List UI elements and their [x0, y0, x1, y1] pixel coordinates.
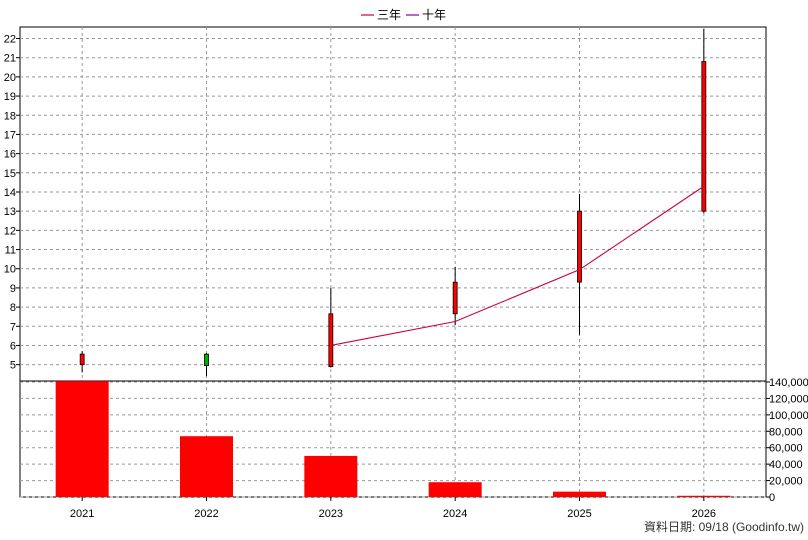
price-tick-label: 15 — [4, 168, 16, 180]
x-tick-label: 2023 — [319, 508, 343, 520]
x-axis: 2021 2022 2023 2024 2025 2026 — [70, 497, 716, 520]
volume-bar — [55, 381, 109, 497]
x-tick-label: 2022 — [194, 508, 218, 520]
price-tick-label: 16 — [4, 149, 16, 161]
volume-axis: 0 20,000 40,000 60,000 80,000 100,000 120,000 1… — [766, 377, 808, 504]
x-tick-label: 2026 — [692, 508, 716, 520]
price-tick-label: 13 — [4, 206, 16, 218]
price-tick-label: 22 — [4, 34, 16, 46]
price-tick-label: 8 — [10, 302, 16, 314]
volume-bar — [304, 455, 358, 497]
price-tick-label: 17 — [4, 129, 16, 141]
footer-source: 資料日期: 09/18 (Goodinfo.tw) — [644, 520, 804, 534]
plot-frame — [19, 26, 767, 498]
price-tick-label: 19 — [4, 91, 16, 103]
price-tick-label: 18 — [4, 110, 16, 122]
volume-bar — [553, 491, 606, 497]
volume-tick-label: 40,000 — [769, 459, 803, 471]
candle-body — [204, 353, 209, 367]
x-tick-label: 2024 — [443, 508, 467, 520]
price-tick-label: 10 — [4, 264, 16, 276]
candles — [79, 28, 707, 377]
price-tick-label: 21 — [4, 53, 16, 65]
grid — [20, 27, 766, 498]
series-line — [330, 185, 705, 347]
volume-tick-label: 100,000 — [769, 410, 808, 422]
volume-tick-label: 140,000 — [769, 377, 808, 389]
volume-tick-label: 20,000 — [769, 476, 803, 488]
volume-tick-label: 80,000 — [769, 426, 803, 438]
price-tick-label: 7 — [10, 321, 16, 333]
volume-tick-label: 0 — [769, 492, 775, 504]
legend-label-ten-year: 十年 — [422, 8, 446, 22]
x-tick-label: 2025 — [567, 508, 591, 520]
candle-body — [452, 281, 458, 315]
legend-label-three-year: 三年 — [377, 8, 401, 22]
volume-tick-label: 120,000 — [769, 393, 808, 405]
legend: 三年 十年 — [361, 8, 446, 22]
price-tick-label: 12 — [4, 225, 16, 237]
volume-bar — [180, 436, 233, 497]
candle-body — [79, 353, 85, 366]
candle-body — [701, 61, 707, 212]
price-tick-label: 14 — [4, 187, 16, 199]
price-tick-label: 11 — [5, 245, 16, 257]
price-tick-label: 9 — [10, 283, 16, 295]
volume-bars — [55, 381, 731, 497]
candle-body — [328, 313, 334, 367]
average-lines — [330, 185, 705, 347]
price-tick-label: 5 — [10, 360, 16, 372]
x-tick-label: 2021 — [70, 508, 94, 520]
price-tick-label: 20 — [4, 72, 16, 84]
volume-bar — [677, 495, 731, 497]
volume-bar — [428, 482, 482, 497]
price-tick-label: 6 — [10, 340, 16, 352]
candle-body — [577, 210, 582, 283]
price-axis: 5 6 7 8 9 10 11 12 13 14 15 16 17 18 19 20 21 22 — [4, 34, 20, 372]
volume-tick-label: 60,000 — [769, 443, 803, 455]
